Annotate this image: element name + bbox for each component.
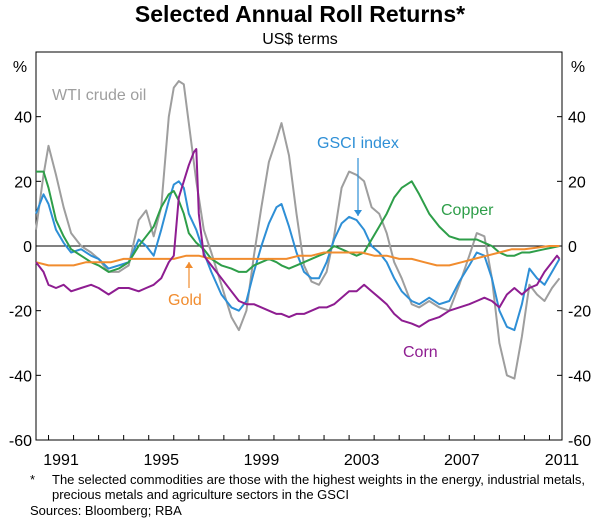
y-tick-label-right: -60 [568,433,591,450]
y-tick-label-right: 20 [568,174,586,191]
y-tick-label-left: 20 [14,174,32,191]
x-tick-label: 1991 [43,452,79,469]
chart-svg: 40 40 20 20 0 0 -20 -20 -40 -40 -60 -60% % 1991 1995 19… [9,51,591,469]
arrow-gsci-head [354,210,362,216]
x-tick-label: 2007 [444,452,480,469]
series-line-gold [35,245,560,267]
y-tick-label-left: 0 [23,239,32,256]
label-gold: Gold [168,292,202,309]
label-gsci-index: GSCI index [317,135,399,152]
sources-text: Sources: Bloomberg; RBA [30,503,182,518]
label-wti-crude-oil: WTI crude oil [52,87,146,104]
y-tick-label-left: -40 [9,368,32,385]
arrow-gold-head [185,262,193,268]
y-tick-label-left: 40 [14,110,32,127]
y-tick-label-left: -60 [9,433,32,450]
chart-series [35,80,561,380]
label-copper: Copper [441,202,494,219]
chart-title: Selected Annual Roll Returns* [134,1,466,27]
footnote-marker: * [30,472,36,487]
footnote-text: The selected commodities are those with … [52,472,586,502]
x-tick-label: 2011 [545,452,580,469]
y-tick-label-right: -40 [568,368,591,385]
x-tick-label: 2003 [344,452,380,469]
series-line-corn [35,148,561,328]
y-tick-label-right: -20 [568,304,591,321]
chart-axes: 40 40 20 20 0 0 -20 -20 -40 -40 -60 -60% % 1991 1995 19… [9,59,591,469]
chart-annotations: WTI crude oil GSCI index Copper Gold Corn [52,87,494,361]
x-tick-label: 1999 [244,452,280,469]
y-unit-right: % [571,59,585,76]
x-tick-label: 1995 [143,452,179,469]
chart-notes: * The selected commodities are those wit… [30,472,590,518]
y-tick-label-right: 0 [568,239,577,256]
y-tick-label-right: 40 [568,110,586,127]
label-corn: Corn [403,344,438,361]
y-unit-left: % [13,59,27,76]
y-tick-label-left: -20 [9,304,32,321]
series-line-wti-crude-oil [35,80,561,380]
chart-subtitle: US$ terms [262,31,338,48]
